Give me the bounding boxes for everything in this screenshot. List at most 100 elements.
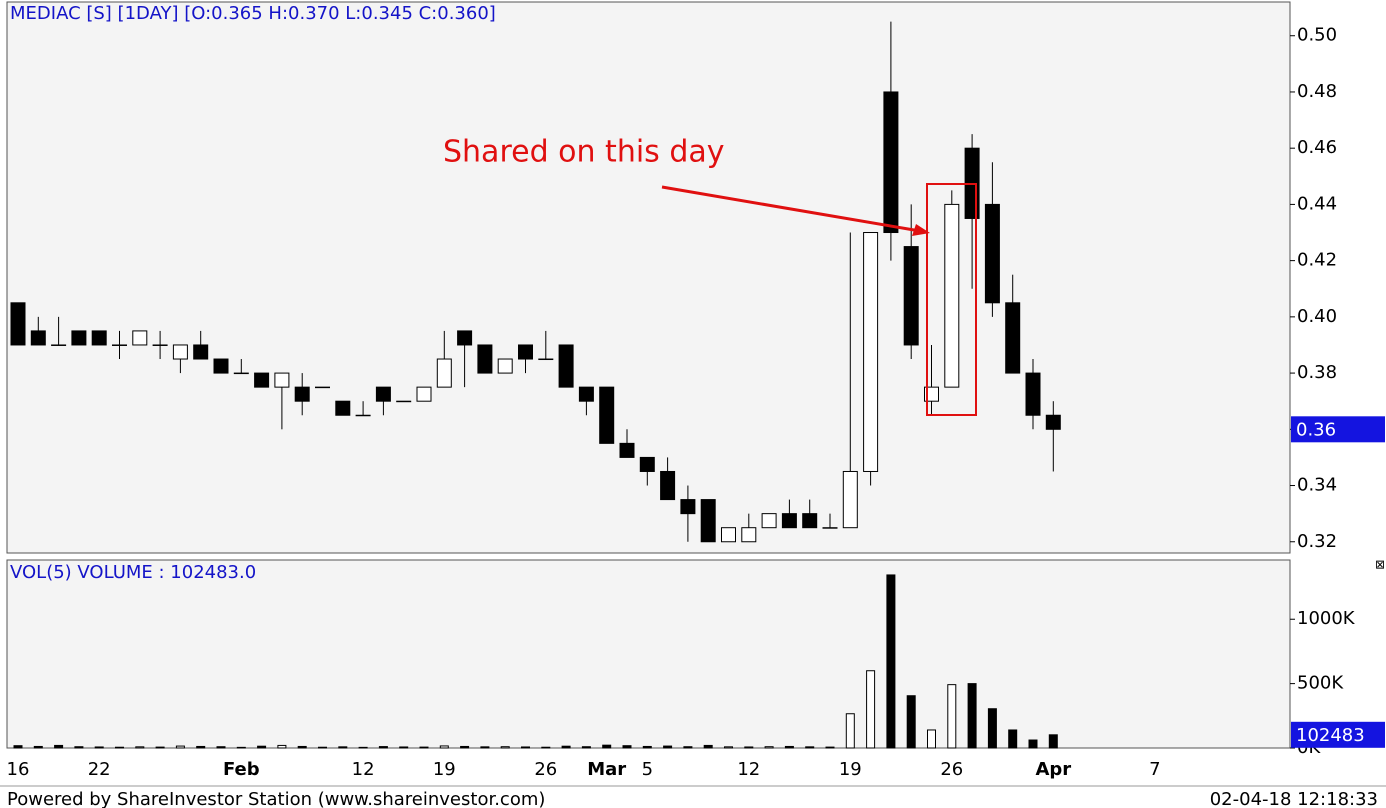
close-icon[interactable]: ⊠ bbox=[1375, 558, 1385, 572]
y-tick-label: 0.48 bbox=[1297, 81, 1337, 102]
volume-bar bbox=[358, 746, 368, 749]
candle-body bbox=[477, 344, 493, 374]
volume-bar bbox=[480, 746, 490, 749]
volume-bar bbox=[927, 729, 936, 749]
candle-body bbox=[721, 527, 736, 543]
x-tick-label: 19 bbox=[433, 759, 456, 780]
volume-bar bbox=[622, 745, 632, 749]
volume-bar bbox=[216, 746, 226, 749]
volume-bar bbox=[521, 746, 530, 749]
candle-body bbox=[538, 358, 554, 361]
candle-body bbox=[639, 456, 655, 472]
volume-bar bbox=[866, 670, 876, 749]
x-tick-label: 12 bbox=[737, 759, 760, 780]
chart-title: MEDIAC [S] [1DAY] [O:0.365 H:0.370 L:0.3… bbox=[10, 3, 496, 24]
volume-bar bbox=[500, 746, 510, 749]
volume-bar bbox=[74, 746, 84, 749]
candle-body bbox=[172, 344, 188, 360]
volume-bar bbox=[115, 746, 124, 749]
volume-bar bbox=[378, 746, 388, 749]
y-tick-label: 0.32 bbox=[1297, 531, 1337, 552]
candle-body bbox=[497, 358, 513, 374]
volume-bar bbox=[175, 745, 185, 749]
volume-bar bbox=[663, 745, 673, 749]
candle-body bbox=[903, 246, 919, 346]
candle-body bbox=[233, 372, 249, 375]
volume-bar bbox=[1048, 734, 1058, 749]
volume-bar bbox=[135, 746, 145, 749]
volume-bar bbox=[805, 746, 815, 749]
volume-bar bbox=[54, 744, 64, 749]
candle-body bbox=[436, 358, 452, 388]
volume-panel bbox=[6, 559, 1291, 749]
volume-bar bbox=[561, 745, 571, 749]
volume-bar bbox=[338, 746, 348, 749]
candle-body bbox=[700, 499, 716, 543]
x-tick-label: 16 bbox=[7, 759, 30, 780]
volume-bar bbox=[683, 746, 693, 749]
volume-bar bbox=[1028, 739, 1038, 749]
candle-body bbox=[132, 330, 148, 346]
volume-bar bbox=[724, 746, 733, 749]
candle-body bbox=[152, 344, 168, 346]
candle-body bbox=[254, 372, 270, 388]
candle-body bbox=[741, 527, 757, 543]
candle-body bbox=[213, 358, 229, 374]
volume-bar bbox=[703, 744, 713, 749]
candle-body bbox=[761, 513, 777, 529]
last-value-label: 0.36 bbox=[1296, 419, 1336, 440]
volume-bar bbox=[399, 746, 409, 749]
volume-bar bbox=[155, 746, 165, 749]
x-tick-label: 26 bbox=[940, 759, 963, 780]
x-tick-label: 7 bbox=[1149, 759, 1160, 780]
candle-body bbox=[1045, 414, 1061, 430]
y-tick-label: 500K bbox=[1297, 673, 1344, 694]
annotation-arrow bbox=[661, 185, 921, 233]
volume-bar bbox=[94, 746, 104, 749]
annotation: Shared on this day bbox=[443, 135, 725, 170]
last-value-badge bbox=[1291, 416, 1385, 443]
volume-bar bbox=[13, 745, 23, 749]
volume-bar bbox=[764, 746, 774, 749]
candle-body bbox=[112, 344, 127, 346]
volume-bar bbox=[33, 745, 43, 749]
volume-bar bbox=[906, 695, 916, 749]
source: Powered by ShareInvestor Station (www.sh… bbox=[7, 789, 545, 808]
candle-body bbox=[396, 400, 412, 403]
volume-title: VOL(5) VOLUME : 102483.0 bbox=[10, 562, 256, 583]
candle-body bbox=[375, 386, 391, 402]
volume-bar bbox=[581, 746, 591, 749]
x-tick-label: Apr bbox=[1035, 759, 1071, 780]
volume-bar bbox=[236, 746, 246, 749]
y-tick-label: 0.42 bbox=[1297, 250, 1337, 271]
candle-body bbox=[91, 330, 107, 346]
volume-bar bbox=[257, 745, 267, 749]
x-tick-label: 22 bbox=[88, 759, 111, 780]
volume-bar bbox=[1008, 729, 1018, 749]
candle-body bbox=[578, 386, 594, 402]
y-tick-label: 0.50 bbox=[1297, 25, 1337, 46]
last-value-label: 102483 bbox=[1296, 725, 1365, 746]
candle-body bbox=[1005, 302, 1021, 374]
volume-bar bbox=[744, 746, 754, 749]
candle-body bbox=[355, 414, 371, 417]
arrow-head bbox=[912, 224, 930, 236]
y-tick-label: 0.46 bbox=[1297, 137, 1337, 158]
candle-body bbox=[984, 203, 1000, 304]
candle-body bbox=[193, 344, 209, 360]
candle-body bbox=[315, 386, 330, 389]
volume-bar bbox=[439, 745, 449, 749]
volume-bar bbox=[967, 683, 977, 749]
volume-bar bbox=[845, 713, 855, 749]
volume-bar bbox=[987, 708, 997, 749]
volume-bar bbox=[196, 745, 206, 749]
x-tick-label: 26 bbox=[534, 759, 557, 780]
candle-body bbox=[518, 344, 533, 360]
volume-bar bbox=[541, 746, 551, 749]
candle-body bbox=[335, 400, 351, 416]
highlight-box bbox=[926, 183, 977, 416]
x-tick-label: Feb bbox=[223, 759, 260, 780]
last-value-badge bbox=[1291, 721, 1385, 748]
volume-bar bbox=[947, 684, 957, 749]
